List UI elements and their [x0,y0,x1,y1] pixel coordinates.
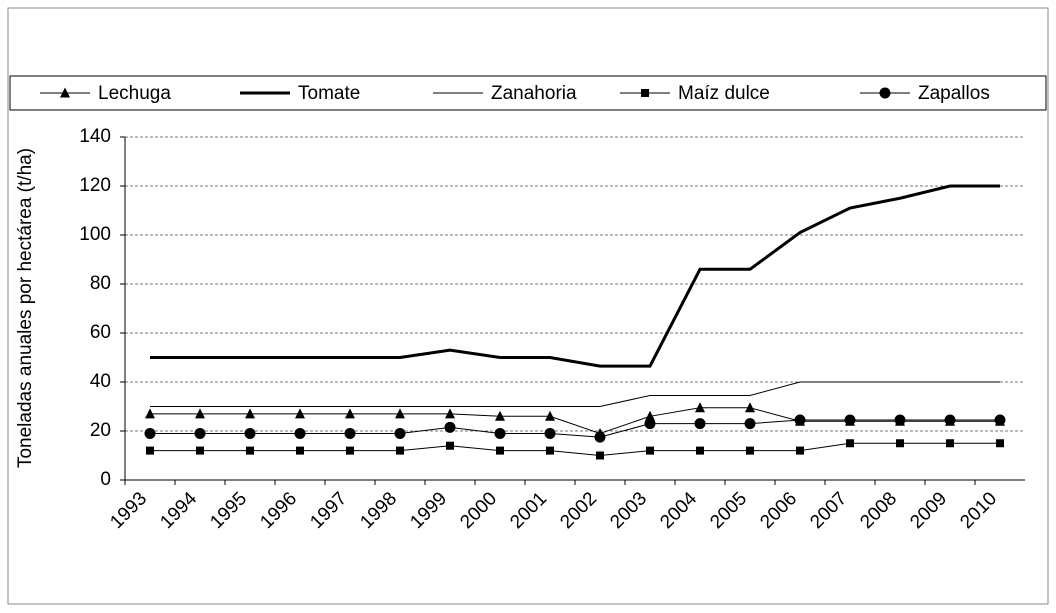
marker [345,408,355,419]
marker [394,427,406,439]
marker [445,408,455,419]
marker [596,451,604,460]
legend-label: Zanahoria [491,83,577,104]
marker [994,414,1006,426]
marker [295,408,305,419]
marker [641,89,649,97]
y-tick-label: 40 [90,371,111,392]
marker [246,446,254,455]
marker [294,427,306,439]
series-line [150,407,1000,434]
marker [796,446,804,455]
marker [244,427,256,439]
marker [296,446,304,455]
marker [444,421,456,433]
y-tick-label: 0 [100,469,111,490]
marker [944,414,956,426]
series-line [150,381,1000,407]
marker [396,446,404,455]
marker [145,408,155,419]
y-tick-label: 120 [79,175,111,196]
y-tick-label: 100 [79,224,111,245]
legend-label: Tomate [298,83,360,104]
marker [745,402,755,413]
y-tick-label: 60 [90,322,111,343]
marker [496,446,504,455]
marker [644,418,656,430]
marker [879,87,891,99]
series-line [150,419,1000,438]
y-axis-label: Toneladas anuales por hectárea (t/ha) [15,148,36,468]
marker [594,431,606,443]
legend-label: Lechuga [98,83,171,104]
marker [60,87,70,98]
marker [946,439,954,448]
y-tick-label: 20 [90,420,111,441]
marker [245,408,255,419]
marker [746,446,754,455]
marker [194,427,206,439]
series-line [150,442,1000,457]
marker [694,418,706,430]
series-line [150,184,1000,368]
marker [695,402,705,413]
marker [546,446,554,455]
marker [794,414,806,426]
marker [844,414,856,426]
marker [495,410,505,421]
marker [146,446,154,455]
legend-label: Zapallos [918,83,990,104]
y-tick-label: 80 [90,273,111,294]
marker [446,441,454,450]
marker [996,439,1004,448]
marker [646,446,654,455]
marker [395,408,405,419]
marker [544,427,556,439]
marker [195,408,205,419]
marker [696,446,704,455]
legend-label: Maíz dulce [678,83,770,104]
marker [144,427,156,439]
marker [846,439,854,448]
y-tick-label: 140 [79,126,111,147]
marker [744,418,756,430]
marker [196,446,204,455]
marker [645,410,655,421]
marker [545,410,555,421]
marker [896,439,904,448]
marker [494,427,506,439]
marker [346,446,354,455]
marker [344,427,356,439]
marker [894,414,906,426]
